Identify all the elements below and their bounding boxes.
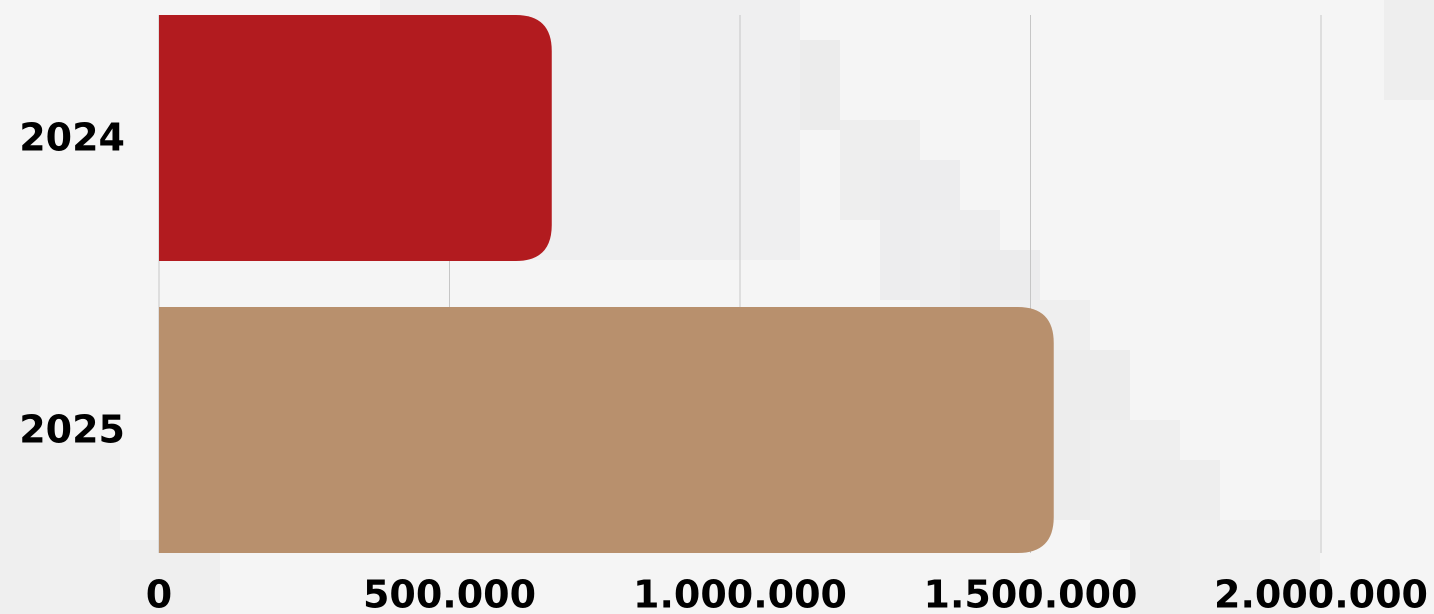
background-block (1384, 0, 1434, 100)
x-tick-label: 1.500.000 (924, 573, 1138, 614)
category-label: 2024 (19, 116, 125, 160)
x-tick-labels: 0 500.000 1.000.000 1.500.000 2.000.000 (146, 573, 1428, 614)
background-block (0, 360, 40, 614)
x-tick-label: 1.000.000 (633, 573, 847, 614)
category-labels: 2024 2025 (19, 116, 125, 452)
bars (159, 15, 1054, 553)
background-block (800, 40, 840, 130)
x-tick-label: 0 (146, 573, 172, 614)
bar-2024 (159, 15, 552, 261)
bar-2025 (159, 307, 1054, 553)
x-tick-label: 2.000.000 (1214, 573, 1428, 614)
x-tick-label: 500.000 (363, 573, 536, 614)
background-block (1180, 520, 1320, 614)
category-label: 2025 (19, 408, 125, 452)
background-block (40, 440, 120, 614)
